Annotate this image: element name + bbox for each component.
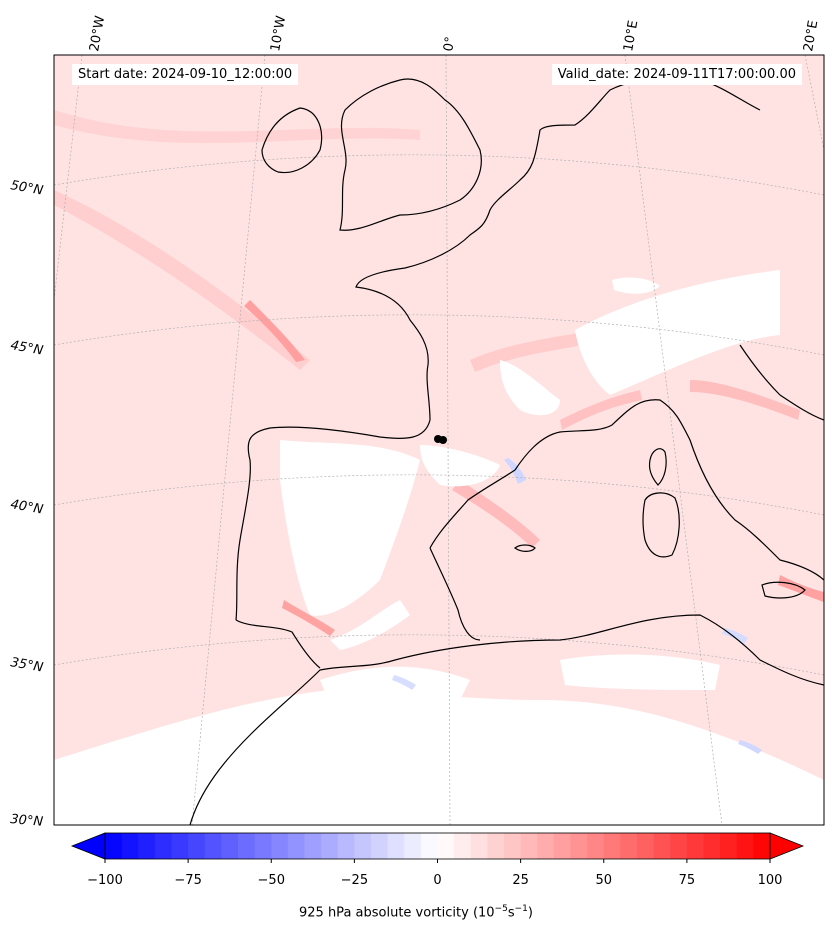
colorbar-cell — [637, 833, 655, 859]
colorbar-cell — [105, 833, 123, 859]
valid-date-label: Valid_date: 2024-09-11T17:00:00.00 — [551, 64, 802, 85]
colorbar-cell — [171, 833, 189, 859]
lon-label: 10°W — [268, 15, 289, 53]
colorbar-cell — [371, 833, 389, 859]
lat-label: 30°N — [10, 812, 44, 830]
colorbar-cell — [520, 833, 538, 859]
graticule — [54, 55, 824, 825]
colorbar-cell — [454, 833, 472, 859]
colorbar-tick-label: −25 — [341, 873, 368, 888]
colorbar-arrow-min — [70, 832, 106, 860]
colorbar-cell — [154, 833, 173, 859]
colorbar-tick-label: 25 — [512, 873, 529, 888]
lon-label: 10°E — [621, 19, 641, 52]
colorbar-cell — [587, 833, 605, 859]
location-marker — [434, 435, 447, 444]
lon-label: 20°W — [87, 15, 108, 53]
colorbar-cell — [387, 833, 405, 859]
latitude-labels: 50°N 45°N 40°N 35°N 30°N — [9, 178, 44, 830]
colorbar-cell — [121, 833, 139, 859]
colorbar-cell — [238, 833, 256, 859]
colorbar-title-mid: s — [507, 905, 515, 921]
colorbar-cell — [254, 833, 272, 859]
colorbar-cell — [686, 833, 705, 859]
colorbar-cell — [603, 833, 621, 859]
map-frame — [53, 54, 825, 826]
colorbar-cell — [321, 833, 339, 859]
colorbar-cell — [736, 833, 754, 859]
colorbar-tick-label: 75 — [679, 873, 696, 888]
colorbar-cell — [720, 833, 738, 859]
lon-label: 20°E — [801, 19, 821, 52]
colorbar-cell — [703, 833, 721, 859]
lat-label: 40°N — [9, 497, 44, 518]
colorbar-tick-label: −50 — [258, 873, 285, 888]
start-date-label: Start date: 2024-09-10_12:00:00 — [72, 64, 299, 85]
colorbar-cell — [504, 833, 522, 859]
colorbar-cell — [620, 833, 638, 859]
colorbar-cell — [287, 833, 306, 859]
colorbar-cell — [570, 833, 588, 859]
colorbar: −100 −75 −50 −25 0 25 50 75 100 — [70, 832, 805, 888]
longitude-labels: 20°W 10°W 0° 10°E 20°E — [87, 15, 821, 53]
colorbar-cell — [188, 833, 206, 859]
colorbar-cell — [304, 833, 322, 859]
colorbar-title-suffix: ) — [527, 905, 533, 921]
colorbar-cell — [221, 833, 239, 859]
colorbar-cell — [354, 833, 372, 859]
colorbar-cell — [470, 833, 488, 859]
colorbar-cell — [487, 833, 505, 859]
lat-label: 45°N — [9, 338, 44, 359]
colorbar-title: 925 hPa absolute vorticity (10−5s−1) — [0, 904, 832, 920]
colorbar-tick-label: 50 — [595, 873, 612, 888]
colorbar-title-prefix: 925 hPa absolute vorticity (10 — [299, 905, 495, 921]
colorbar-tick-label: −75 — [174, 873, 201, 888]
lat-label: 50°N — [9, 178, 44, 199]
lat-label: 35°N — [9, 655, 44, 676]
colorbar-arrow-max — [769, 832, 805, 860]
colorbar-title-exp1: −5 — [494, 904, 508, 914]
colorbar-tick-label: −100 — [87, 873, 123, 888]
colorbar-title-exp2: −1 — [514, 904, 528, 914]
colorbar-cell — [670, 833, 688, 859]
colorbar-cell — [537, 833, 555, 859]
colorbar-cell — [204, 833, 222, 859]
vorticity-field — [54, 55, 824, 825]
colorbar-cell — [420, 833, 439, 859]
coastlines — [189, 77, 824, 825]
colorbar-cell — [138, 833, 156, 859]
colorbar-cell — [404, 833, 422, 859]
colorbar-ticks: −100 −75 −50 −25 0 25 50 75 100 — [87, 859, 782, 888]
colorbar-cell — [753, 833, 771, 859]
valid-date-text: Valid_date: 2024-09-11T17:00:00.00 — [557, 67, 796, 82]
colorbar-cell — [653, 833, 671, 859]
lon-label: 0° — [441, 36, 458, 53]
colorbar-tick-label: 0 — [433, 873, 441, 888]
colorbar-cell — [271, 833, 289, 859]
colorbar-cell — [337, 833, 355, 859]
colorbar-cell — [437, 833, 455, 859]
start-date-text: Start date: 2024-09-10_12:00:00 — [78, 67, 293, 82]
colorbar-cells — [105, 833, 771, 859]
colorbar-cell — [553, 833, 572, 859]
colorbar-tick-label: 100 — [758, 873, 783, 888]
